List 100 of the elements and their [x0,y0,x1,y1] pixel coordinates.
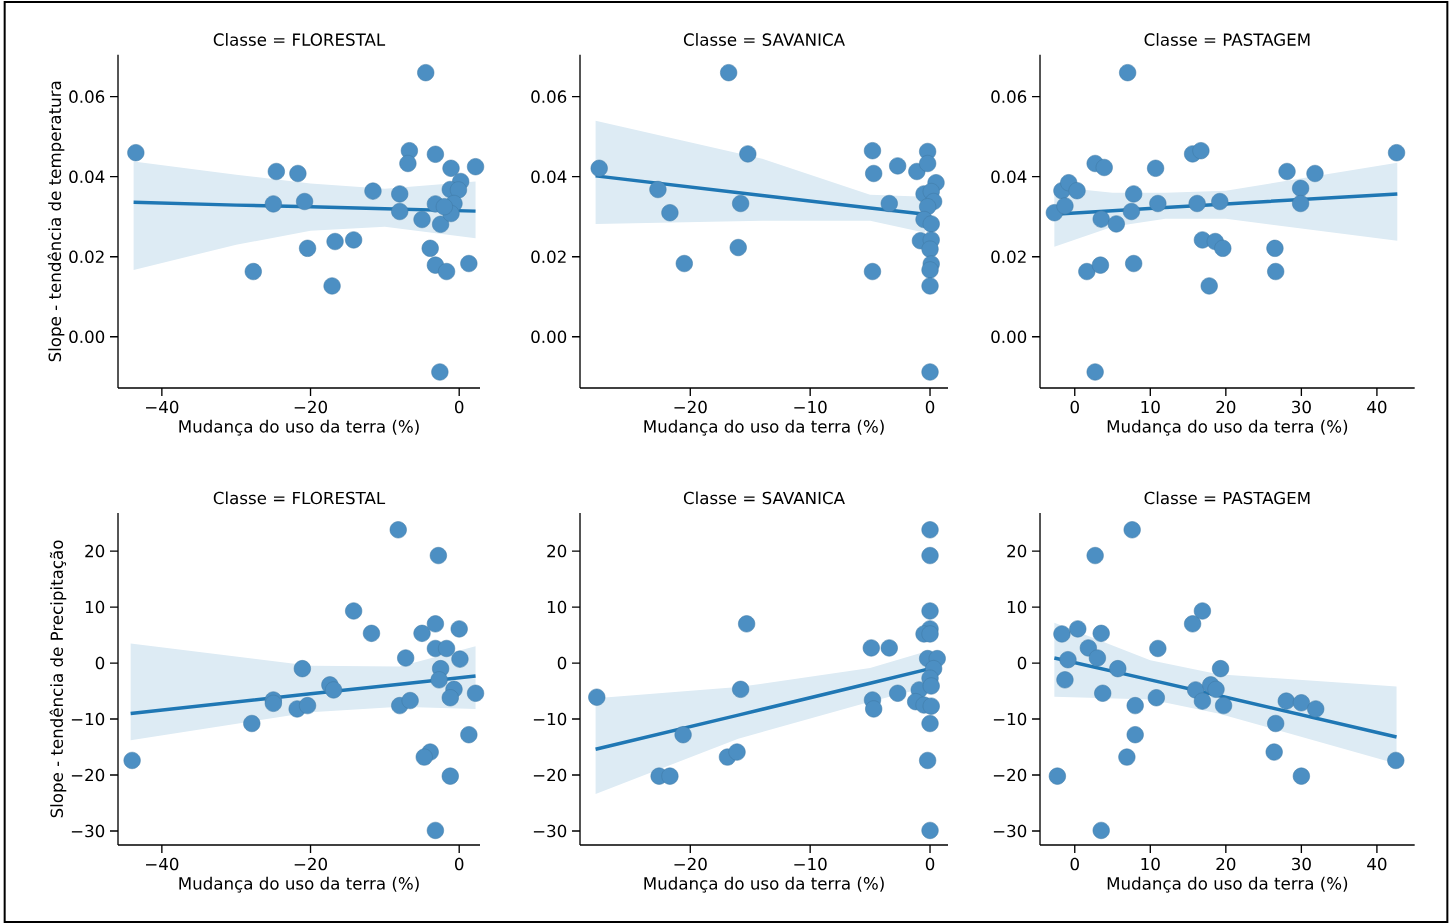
y-tick-label: 0.04 [991,170,1027,183]
point [1122,202,1140,221]
x-tick-label: 20 [1216,857,1236,871]
x-tick-label: 10 [1141,857,1160,871]
point [362,624,381,642]
point [921,277,939,295]
point [863,142,882,160]
x-tick-label: 40 [1367,400,1387,414]
point [1086,363,1104,381]
point [421,239,439,257]
point [1125,255,1143,273]
point [1056,671,1074,689]
point [323,277,341,295]
x-axis-title: Mudança do uso da terra (%) [179,876,419,893]
point [1086,547,1104,565]
x-axis-title: Mudança do uso da terra (%) [644,876,884,893]
point [391,202,409,221]
y-tick-label: 0.02 [991,250,1026,264]
point [1215,697,1233,715]
x-tick-label: −20 [294,400,327,414]
point [1212,660,1230,678]
x-tick-label: −40 [146,857,179,871]
point [1118,748,1136,766]
y-tick-label: 10 [85,600,105,614]
chart-title: Classe = FLORESTAL [213,491,386,505]
point [865,700,883,718]
point [1292,194,1310,213]
chart-title: Classe = FLORESTAL [213,33,386,46]
point [1267,714,1285,733]
x-tick-label: −20 [674,400,707,414]
x-axis-title: Mudança do uso da terra (%) [1107,419,1348,436]
x-axis-title: Mudança do uso da terra (%) [1107,876,1348,893]
point [1119,64,1137,82]
point [397,649,415,667]
x-tick-label: 30 [1292,857,1311,871]
point [1147,159,1165,177]
point [1078,263,1096,281]
point [1056,197,1074,215]
point [413,624,431,642]
point [1069,620,1087,638]
point [661,767,679,785]
point [1068,182,1086,200]
point [1267,263,1285,281]
point [921,261,939,279]
point [289,164,307,183]
chart-title: Classe = SAVANICA [683,491,845,505]
point [417,64,435,82]
point [432,215,450,233]
x-axis-title: Mudança do uso da terra (%) [179,419,419,436]
point [921,714,939,733]
x-tick-label: 20 [1216,400,1236,414]
y-tick-label: 0.00 [69,330,105,344]
point [1193,692,1211,710]
point [922,697,940,715]
y-tick-label: 0 [557,656,567,670]
point [1306,164,1324,183]
y-tick-label: 0.02 [69,250,104,264]
point [649,180,667,199]
point [739,145,757,163]
x-tick-label: −20 [674,857,707,871]
x-tick-label: 0 [1070,400,1079,414]
point [438,639,456,658]
y-tick-label: −30 [993,824,1027,838]
point [442,159,460,177]
point [1388,144,1406,162]
point [1125,185,1143,203]
y-tick-label: −30 [533,824,567,838]
point [921,521,939,539]
chart-title: Classe = PASTAGEM [1144,491,1310,505]
point [729,238,747,257]
point [1092,210,1110,228]
point [880,639,898,657]
point [921,602,939,620]
point [399,154,417,173]
line-series [128,674,478,716]
x-tick-label: 0 [925,400,935,414]
y-tick-label: 20 [1007,544,1027,558]
point [1211,192,1229,211]
point [919,154,937,173]
point [922,215,940,233]
point [391,185,409,203]
point [1277,692,1295,710]
x-tick-label: −20 [294,857,327,871]
y-axis-title: Slope - tendência de Precipitação [49,540,67,818]
x-tick-label: 0 [455,400,464,414]
point [1059,651,1077,669]
point [364,182,382,200]
point [921,547,939,565]
point [441,689,459,707]
point [1048,767,1066,785]
point [1184,615,1202,633]
point [732,680,750,698]
x-tick-label: 0 [1070,857,1079,871]
point [429,547,447,565]
point [1092,821,1110,839]
point [267,162,285,181]
point [590,159,608,177]
point [919,751,937,769]
y-tick-label: 0.02 [531,250,566,264]
chart-title: Classe = SAVANICA [683,33,845,46]
